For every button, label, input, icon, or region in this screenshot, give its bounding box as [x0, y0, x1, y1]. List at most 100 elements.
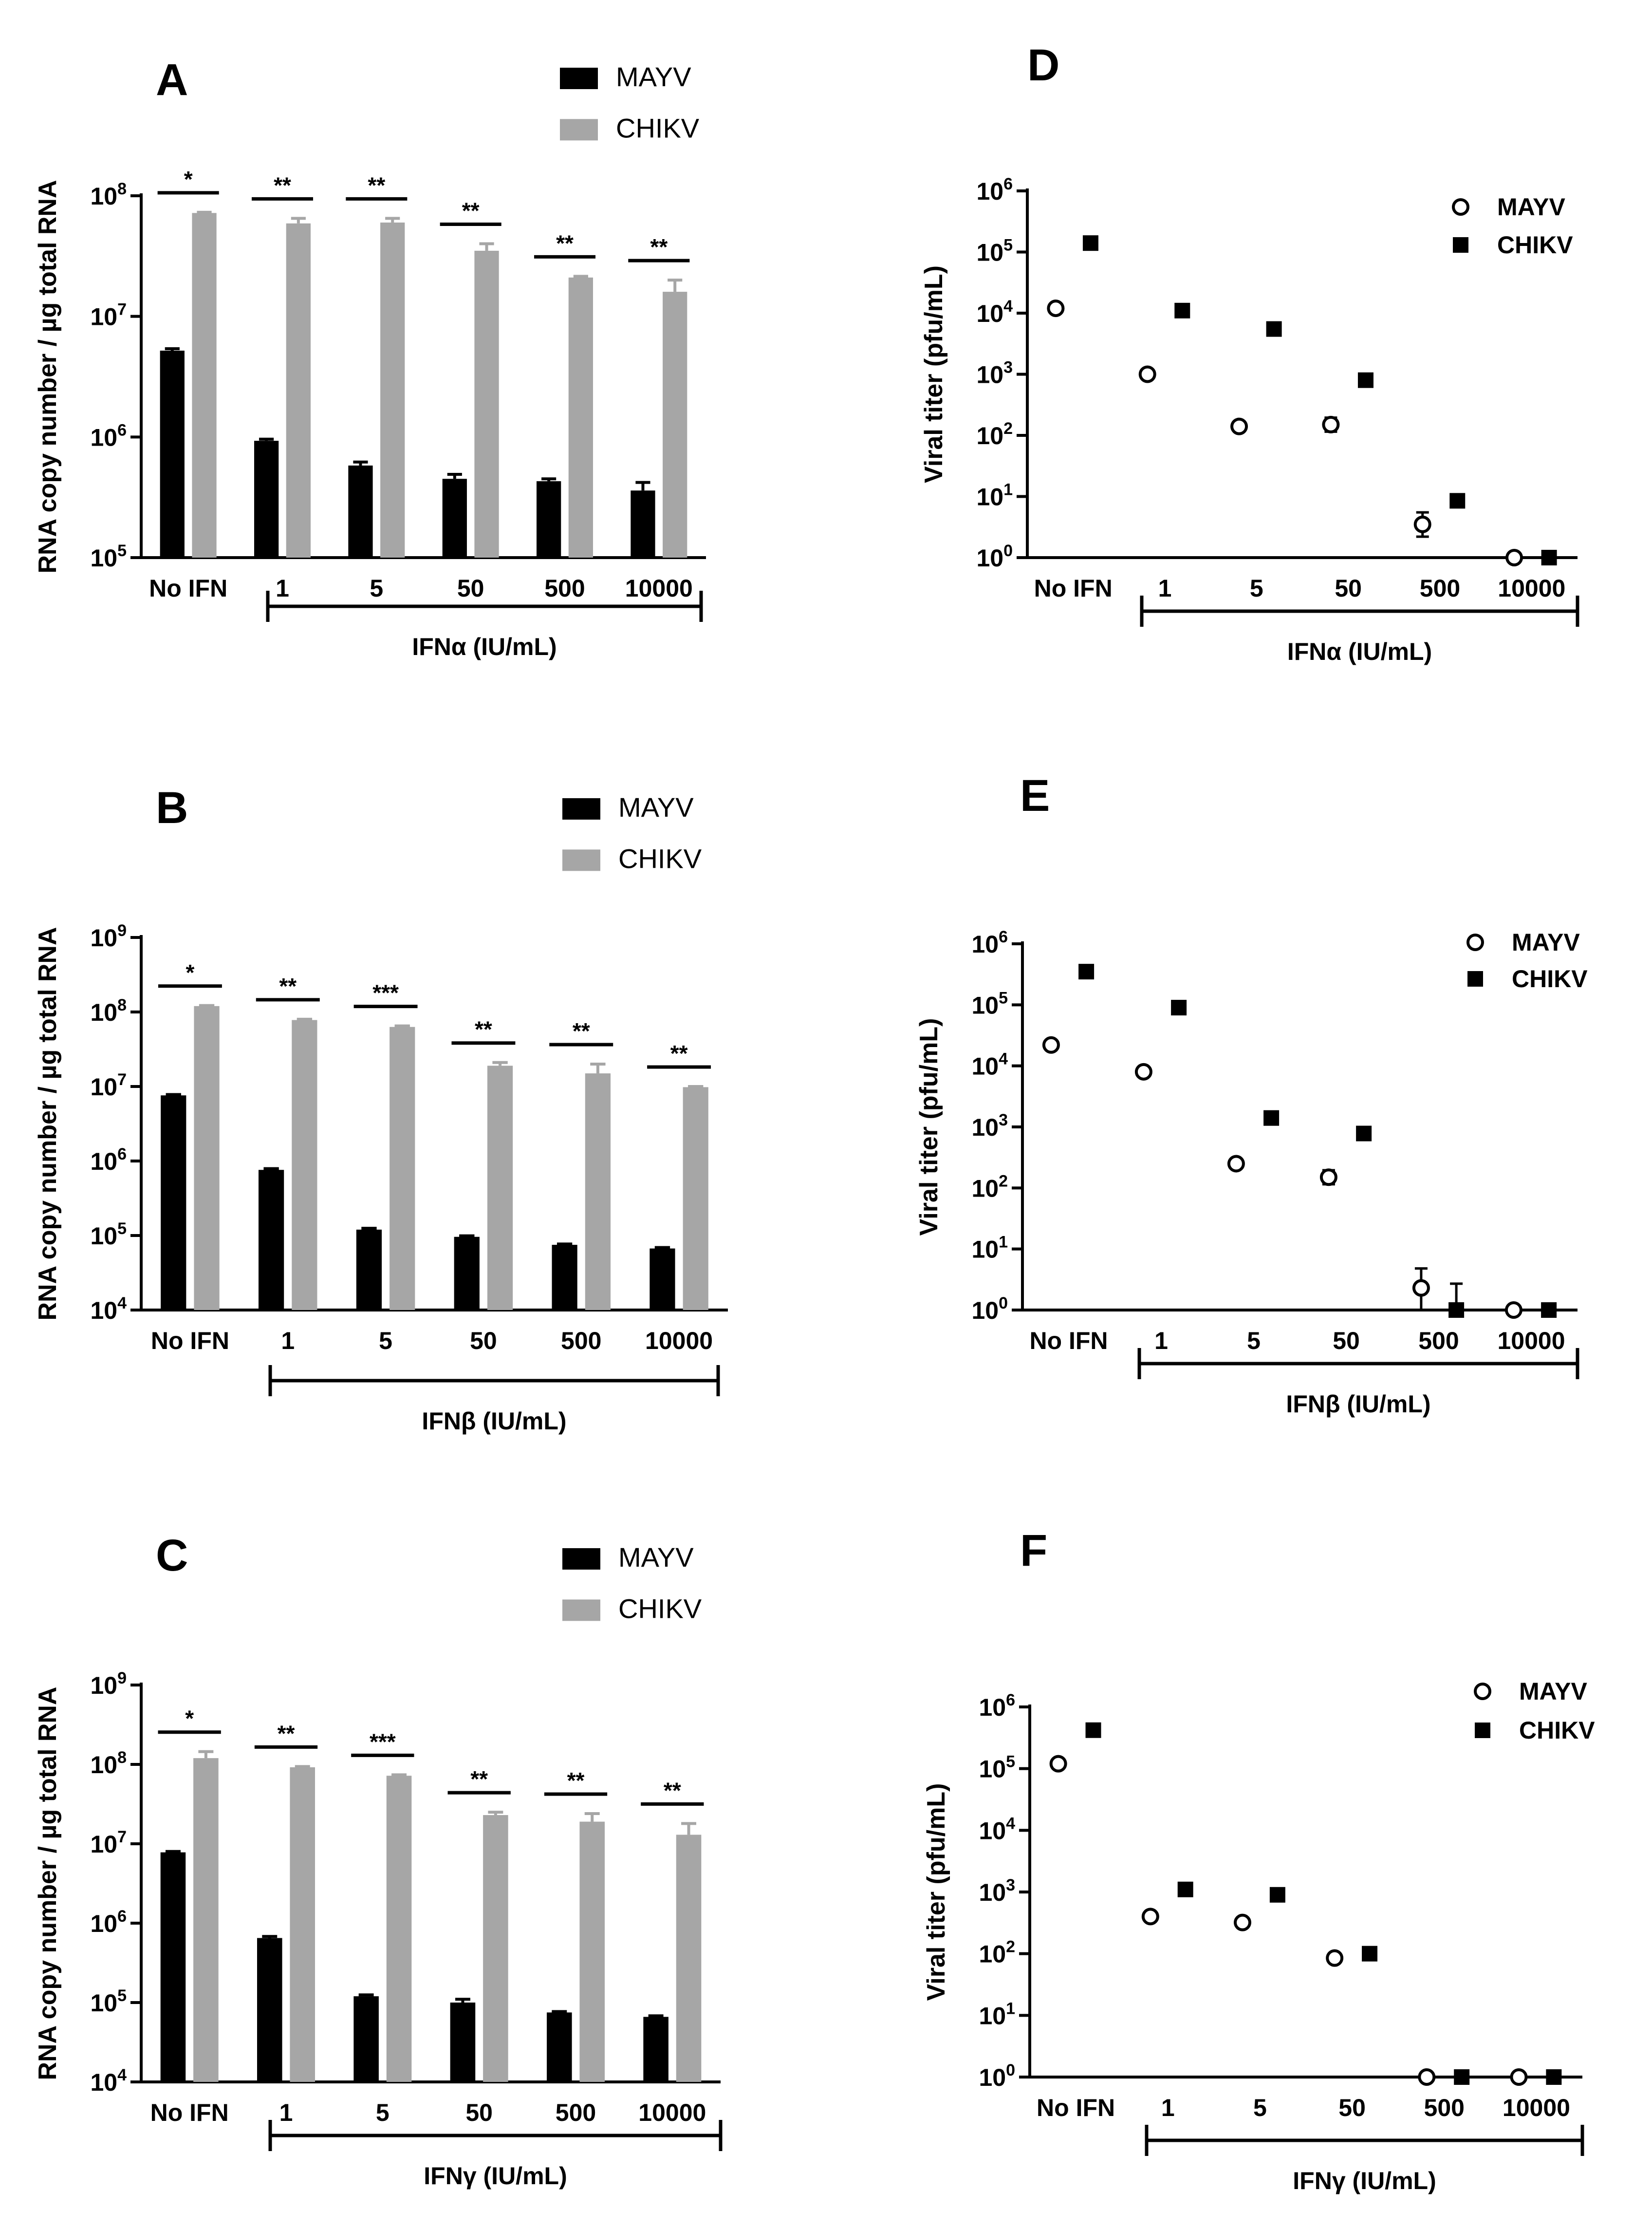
y-tick-label: 103: [979, 1876, 1015, 1906]
point-mayv: [1418, 2068, 1436, 2086]
legend-swatch-mayv: [560, 68, 598, 89]
x-tick-label: 500: [1424, 2094, 1465, 2121]
point-mayv: [1413, 515, 1431, 533]
x-tick-label: 1: [1161, 2094, 1175, 2121]
point-mayv: [1141, 1908, 1159, 1926]
legend-label-chikv: CHIKV: [618, 843, 702, 874]
bar-chikv: [193, 1758, 219, 2082]
bar-mayv: [454, 1236, 480, 1310]
bar-chikv: [487, 1066, 513, 1310]
bar-mayv: [161, 1095, 186, 1310]
legend-label-mayv: MAYV: [618, 1542, 694, 1573]
x-tick-label: No IFN: [1034, 575, 1113, 602]
y-tick-label: 107: [90, 1070, 127, 1101]
x-tick-label: 500: [544, 575, 585, 602]
y-tick-label: 106: [976, 175, 1013, 205]
point-chikv: [1357, 372, 1374, 388]
bar-chikv: [474, 250, 499, 558]
point-mayv: [1047, 300, 1065, 318]
group-label: IFNγ (IU/mL): [424, 2162, 567, 2190]
x-tick-label: 1: [1154, 1327, 1168, 1354]
point-chikv: [1546, 2069, 1562, 2085]
x-tick-label: 5: [376, 2099, 390, 2126]
group-label: IFNγ (IU/mL): [1293, 2167, 1436, 2194]
y-tick-label: 105: [971, 989, 1008, 1019]
x-tick-label: 10000: [625, 575, 693, 602]
panel-letter-B: B: [156, 783, 188, 833]
legend-marker-chikv: [1467, 971, 1483, 987]
panel-F: F 100 101 102 103 104 105 106 Viral titer (pfu/m…: [922, 1526, 1595, 2194]
bar-mayv: [547, 2012, 572, 2082]
bar-chikv: [676, 1835, 702, 2082]
point-chikv: [1448, 1302, 1465, 1318]
point-chikv: [1454, 2069, 1470, 2085]
y-tick-label: 106: [971, 928, 1008, 958]
y-tick-label: 101: [976, 481, 1013, 511]
y-tick-label: 105: [90, 1986, 127, 2017]
point-chikv: [1174, 302, 1190, 318]
x-tick-label: 1: [281, 1327, 295, 1354]
legend-marker-chikv: [1453, 237, 1468, 253]
point-mayv: [1134, 1063, 1152, 1081]
significance-label: ***: [370, 1729, 396, 1754]
panel-letter-A: A: [156, 55, 188, 105]
legend-label-chikv: CHIKV: [1497, 231, 1573, 259]
x-tick-label: 50: [470, 1327, 497, 1354]
point-chikv: [1263, 1110, 1280, 1126]
y-tick-label: 104: [90, 2066, 127, 2096]
x-tick-label: 500: [1420, 575, 1460, 602]
y-tick-label: 100: [971, 1294, 1008, 1324]
bar-mayv: [442, 479, 467, 558]
group-label: IFNβ (IU/mL): [1286, 1390, 1430, 1418]
significance-label: **: [274, 172, 291, 198]
legend-label-chikv: CHIKV: [618, 1593, 702, 1624]
panel-E: E 100 101 102 103 104 105 106 Viral titer (pfu/m…: [915, 771, 1588, 1418]
x-tick-label: 50: [1335, 575, 1362, 602]
bar-chikv: [286, 223, 311, 558]
y-tick-label: 108: [90, 1748, 127, 1779]
bar-mayv: [552, 1245, 577, 1310]
group-label: IFNα (IU/mL): [412, 633, 557, 660]
y-tick-label: 107: [90, 300, 127, 331]
significance-label: **: [278, 1721, 295, 1746]
point-mayv: [1326, 1949, 1344, 1967]
y-tick-label: 104: [979, 1814, 1015, 1844]
point-chikv: [1266, 321, 1282, 337]
x-tick-label: 500: [561, 1327, 601, 1354]
bar-chikv: [663, 292, 687, 558]
x-tick-label: 50: [1338, 2094, 1366, 2121]
y-tick-label: 102: [971, 1172, 1008, 1202]
legend-swatch-mayv: [562, 798, 600, 820]
bar-chikv: [390, 1027, 415, 1310]
legend-label-mayv: MAYV: [616, 61, 691, 92]
point-mayv: [1227, 1155, 1245, 1173]
point-mayv: [1230, 417, 1248, 435]
bar-mayv: [356, 1229, 382, 1310]
point-mayv: [1042, 1036, 1060, 1054]
y-tick-label: 104: [976, 297, 1013, 327]
bar-mayv: [160, 1852, 186, 2082]
bar-mayv: [650, 1248, 675, 1310]
bar-mayv: [631, 490, 655, 558]
panel-A: A 105 106 107 108 RNA copy number / µg total …: [34, 55, 706, 660]
legend-label-chikv: CHIKV: [616, 112, 700, 143]
x-tick-label: 1: [276, 575, 289, 602]
point-chikv: [1269, 1887, 1285, 1903]
bar-chikv: [380, 222, 405, 558]
x-tick-label: 500: [1418, 1327, 1459, 1354]
significance-label: **: [462, 198, 480, 224]
point-mayv: [1504, 1301, 1522, 1319]
y-tick-label: 108: [90, 996, 127, 1026]
legend-swatch-chikv: [560, 119, 598, 141]
legend-label-mayv: MAYV: [1519, 1678, 1588, 1705]
bar-chikv: [386, 1776, 412, 2082]
y-tick-label: 102: [976, 419, 1013, 450]
legend-label-mayv: MAYV: [1512, 929, 1580, 956]
x-tick-label: No IFN: [1037, 2094, 1115, 2121]
y-tick-label: 106: [90, 1907, 127, 1937]
bar-chikv: [585, 1073, 611, 1310]
x-tick-label: 500: [556, 2099, 596, 2126]
y-tick-label: 107: [90, 1828, 127, 1858]
y-tick-label: 109: [90, 1669, 127, 1699]
